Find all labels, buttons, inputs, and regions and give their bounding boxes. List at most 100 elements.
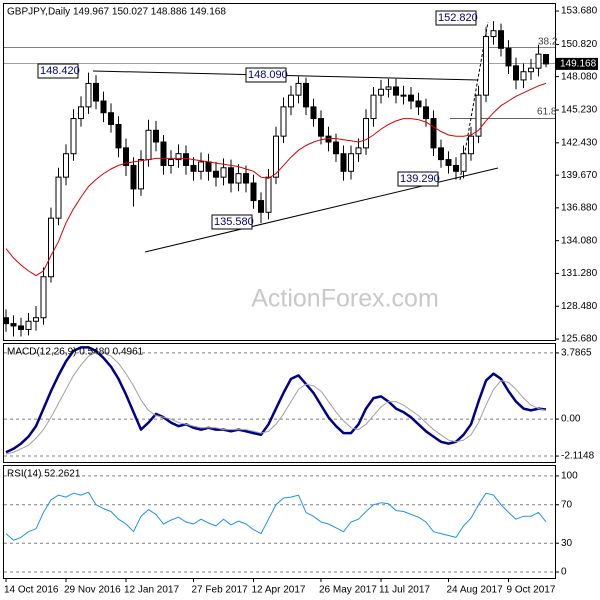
candle-body xyxy=(250,182,257,202)
candle-body xyxy=(535,53,542,69)
y-tick-label: 0 xyxy=(561,567,567,578)
candle-body xyxy=(280,106,287,137)
price-title: GBPJPY,Daily 149.967 150.027 148.886 149… xyxy=(7,7,226,18)
annotation-box xyxy=(435,10,477,26)
y-tick-label: 142.430 xyxy=(561,137,598,148)
candle-body xyxy=(385,86,392,90)
candle-body xyxy=(93,82,99,102)
rsi-title: RSI(14) 52.2621 xyxy=(7,469,81,480)
candle-body xyxy=(100,100,107,114)
candle-body xyxy=(10,323,17,327)
macd-title: MACD(12,26,9) 0.5480 0.4961 xyxy=(7,347,144,358)
annotation-box xyxy=(397,171,439,187)
y-tick-label: 100 xyxy=(561,471,578,482)
rsi-panel xyxy=(3,465,556,579)
candle-body xyxy=(520,71,527,81)
candle-body xyxy=(393,86,399,96)
candle-body xyxy=(153,129,159,143)
y-tick-label: 125.680 xyxy=(561,334,598,345)
last-price-label: 149.168 xyxy=(560,59,597,70)
candle-body xyxy=(25,320,32,330)
candle-body xyxy=(528,67,534,73)
annotation-box xyxy=(245,67,287,83)
candle-body xyxy=(123,147,129,166)
candle-body xyxy=(40,276,47,319)
candle-body xyxy=(78,106,84,120)
candle-body xyxy=(138,159,144,190)
annotation-label: 61.8 xyxy=(537,107,557,118)
candle-body xyxy=(115,123,122,149)
x-tick-label: 12 Jan 2017 xyxy=(124,585,179,596)
trend-line xyxy=(144,167,499,253)
annotation-label: 135.580 xyxy=(214,216,254,228)
x-tick-label: 29 Nov 2016 xyxy=(64,585,121,596)
x-tick-label: 11 Jul 2017 xyxy=(379,585,430,596)
last-price-box xyxy=(556,57,598,70)
candle-body xyxy=(303,82,309,108)
candle-body xyxy=(3,317,9,325)
indicator-line xyxy=(5,491,547,541)
candle-body xyxy=(258,200,264,213)
y-tick-label: -2.1148 xyxy=(561,451,595,462)
y-tick-label: 3.7865 xyxy=(561,348,592,359)
candle-body xyxy=(198,161,204,172)
candle-body xyxy=(228,167,234,184)
annotation-label: 152.820 xyxy=(438,12,478,24)
candle-body xyxy=(205,161,212,172)
y-tick-label: 153.680 xyxy=(561,6,598,17)
candle-body xyxy=(33,317,39,322)
candle-body xyxy=(288,94,294,108)
y-tick-label: 136.880 xyxy=(561,202,598,213)
candle-body xyxy=(318,118,324,137)
candle-body xyxy=(498,30,504,49)
watermark: ActionForex.com xyxy=(251,285,439,313)
candle-body xyxy=(415,100,422,108)
candle-body xyxy=(108,112,114,125)
y-tick-label: 131.280 xyxy=(561,268,598,279)
x-tick-label: 9 Oct 2017 xyxy=(507,585,556,596)
candle-body xyxy=(543,54,549,65)
candle-body xyxy=(145,129,152,161)
candle-body xyxy=(408,94,414,102)
candle-body xyxy=(453,164,459,172)
candle-body xyxy=(190,164,197,172)
candle-body xyxy=(295,82,302,96)
candle-body xyxy=(235,173,242,184)
candle-body xyxy=(460,153,467,172)
candle-body xyxy=(70,118,77,155)
candle-body xyxy=(355,147,362,155)
marks-layer xyxy=(3,10,559,582)
candle-body xyxy=(438,147,444,161)
candle-body xyxy=(430,118,437,149)
x-tick-label: 27 Feb 2017 xyxy=(192,585,249,596)
x-tick-label: 24 Aug 2017 xyxy=(447,585,504,596)
candle-body xyxy=(310,106,317,120)
candle-body xyxy=(243,173,249,184)
annotation-label: 148.090 xyxy=(248,69,288,81)
y-tick-label: 30 xyxy=(561,538,573,549)
y-tick-label: 145.230 xyxy=(561,105,598,116)
candle-body xyxy=(183,153,189,166)
candle-body xyxy=(175,153,182,161)
y-tick-label: 128.480 xyxy=(561,301,598,312)
candle-body xyxy=(213,170,219,178)
x-tick-label: 12 Apr 2017 xyxy=(252,585,306,596)
moving-average xyxy=(5,82,547,277)
annotation-label: 38.2 xyxy=(538,37,558,48)
candle-body xyxy=(468,135,474,155)
candle-body xyxy=(85,82,92,108)
candle-body xyxy=(475,94,482,137)
annotation-layer: GBPJPY,Daily 149.967 150.027 148.886 149… xyxy=(4,6,598,596)
y-tick-label: 139.670 xyxy=(561,170,598,181)
candle-body xyxy=(333,141,339,155)
x-tick-label: 26 May 2017 xyxy=(319,585,377,596)
candle-body xyxy=(445,159,452,166)
indicator-line xyxy=(5,352,547,455)
candle-body xyxy=(370,94,377,120)
y-tick-label: 70 xyxy=(561,499,573,510)
candle-body xyxy=(483,36,489,96)
annotation-label: 148.420 xyxy=(40,65,80,77)
candle-body xyxy=(513,65,519,81)
